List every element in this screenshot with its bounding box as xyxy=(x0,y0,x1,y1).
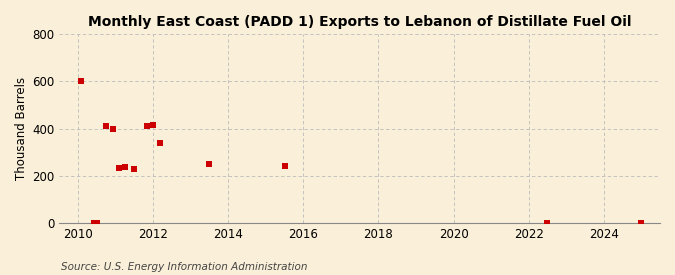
Point xyxy=(129,167,140,171)
Y-axis label: Thousand Barrels: Thousand Barrels xyxy=(15,77,28,180)
Title: Monthly East Coast (PADD 1) Exports to Lebanon of Distillate Fuel Oil: Monthly East Coast (PADD 1) Exports to L… xyxy=(88,15,631,29)
Point xyxy=(279,163,290,168)
Point xyxy=(204,162,215,167)
Point xyxy=(113,166,124,170)
Point xyxy=(119,165,130,169)
Point xyxy=(154,141,165,145)
Point xyxy=(91,221,102,225)
Point xyxy=(88,221,99,225)
Point xyxy=(542,221,553,225)
Point xyxy=(101,124,111,128)
Point xyxy=(636,221,647,225)
Point xyxy=(141,123,152,128)
Point xyxy=(76,78,86,83)
Point xyxy=(148,123,159,127)
Point xyxy=(107,126,118,131)
Text: Source: U.S. Energy Information Administration: Source: U.S. Energy Information Administ… xyxy=(61,262,307,272)
